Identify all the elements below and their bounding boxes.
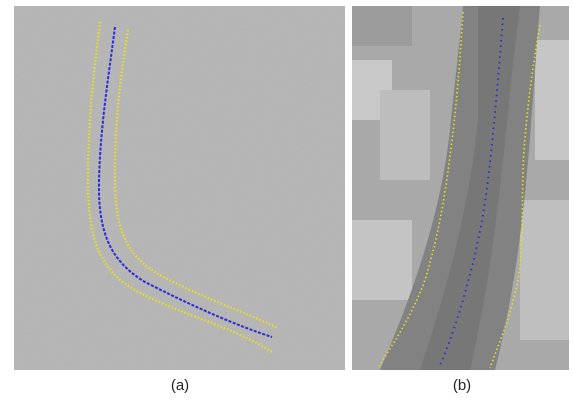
pixel-block <box>352 6 412 46</box>
boundary-left <box>377 11 464 369</box>
centerline <box>97 26 273 338</box>
panel-label: (a) <box>171 377 189 394</box>
panel-a <box>14 6 345 370</box>
boundary-right <box>113 29 279 330</box>
image-texture <box>14 6 345 370</box>
pixel-block <box>535 40 569 160</box>
pixel-block <box>520 200 569 340</box>
panel-label: (b) <box>453 377 471 394</box>
pixel-block <box>352 220 412 300</box>
vessel-core <box>420 6 520 370</box>
panel-b <box>352 6 569 370</box>
centerline <box>439 17 504 366</box>
pixel-block <box>380 90 430 180</box>
